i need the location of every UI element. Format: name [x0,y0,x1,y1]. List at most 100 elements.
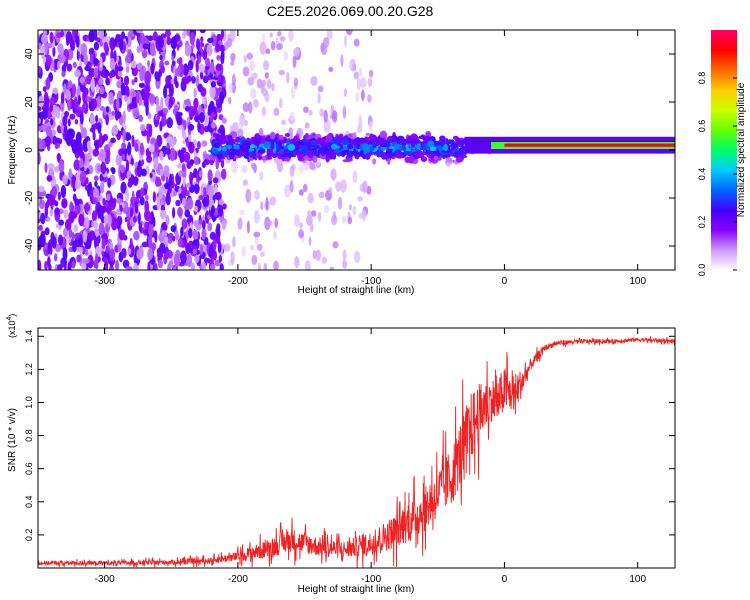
snr-multiplier-exponent: 4 [6,316,13,320]
heatmap-cell [192,239,200,246]
heatmap-cell [265,196,269,211]
heatmap-cell [152,216,156,228]
heatmap-cell [42,86,47,93]
heatmap-cell [62,174,68,186]
heatmap-cell [261,79,267,87]
heatmap-cell [210,81,217,88]
heatmap-cell [455,156,463,163]
heatmap-cell [79,112,84,125]
heatmap-cell [367,94,372,103]
heatmap-cell [99,106,105,112]
heatmap-cell [354,92,360,103]
heatmap-cell [317,211,322,222]
heatmap-cell [156,196,161,211]
heatmap-cell [198,170,203,178]
heatmap-cell [86,140,91,151]
heatmap-cell [164,182,170,190]
heatmap-cell [201,140,208,147]
heatmap-cell [340,179,347,193]
heatmap-cell [77,95,81,105]
heatmap-cell [127,48,132,58]
heatmap-cell [193,115,200,122]
heatmap-cell [294,214,300,228]
heatmap-cell [458,153,462,159]
heatmap-cell [230,60,235,66]
heatmap-cell [163,165,170,178]
heatmap-cell [103,265,108,270]
heatmap-cell [193,183,200,194]
colorbar-tick-label: 0.8 [697,72,707,85]
heatmap-cell [52,46,56,57]
heatmap-cell [192,229,199,240]
heatmap-cell [68,211,75,224]
heatmap-cell [250,244,254,251]
heatmap-cell [159,168,164,177]
heatmap-cell [115,154,122,166]
heatmap-cell [46,54,52,66]
heatmap-cell [199,30,206,34]
heatmap-cell [120,181,127,194]
heatmap-cell [133,230,140,241]
heatmap-cell [312,155,318,164]
x-tick-label: -300 [95,574,115,585]
heatmap-cell [94,122,99,130]
heatmap-cell [298,229,304,239]
heatmap-cell [91,98,98,110]
heatmap-cell [231,159,238,174]
heatmap-cell [153,262,158,270]
heatmap-cell [91,221,95,227]
heatmap-cell [119,204,123,211]
heatmap-cell [269,196,276,206]
heatmap-cell [228,151,235,160]
heatmap-cell [118,38,124,51]
heatmap-cell [61,198,68,209]
heatmap-cell [107,177,112,188]
heatmap-cell [271,141,275,150]
heatmap-cell [65,31,73,44]
heatmap-cell [54,142,59,150]
heatmap-cell [337,196,343,210]
x-tick-label: -100 [361,276,381,287]
heatmap-cell [215,143,220,149]
heatmap-cell [71,83,77,96]
heatmap-cell [116,65,124,72]
heatmap-cell [144,70,152,85]
heatmap-cell [368,134,377,141]
heatmap-cell [221,117,227,124]
heatmap-cell [323,205,330,214]
heatmap-cell [253,209,260,224]
heatmap-cell [115,198,123,204]
heatmap-cell [203,153,211,160]
heatmap-cell [307,210,312,216]
heatmap-cell [202,97,206,105]
heatmap-cell [163,85,168,99]
heatmap-cell [193,205,198,213]
heatmap-cell [193,220,199,227]
heatmap-x-label: Height of straight line (km) [298,285,415,296]
heatmap-cell [165,214,170,226]
heatmap-cell [190,185,195,193]
heatmap-cell [366,185,372,195]
heatmap-cell [303,138,309,145]
heatmap-cell [139,187,145,198]
heatmap-cell [210,257,214,266]
heatmap-cell [342,259,348,269]
heatmap-cell [454,151,459,158]
heatmap-cell [330,143,338,150]
heatmap-cell [156,251,164,259]
y-tick-label: 0 [24,147,35,153]
heatmap-cell [193,88,197,98]
heatmap-cell [127,30,135,38]
heatmap-cell [164,60,170,66]
heatmap-cell [125,188,129,203]
heatmap-cell [105,245,110,253]
heatmap-cell [159,209,167,220]
heatmap-cell [304,260,311,270]
heatmap-cell [88,181,93,191]
heatmap-cell [204,210,210,224]
heatmap-cell [424,135,430,142]
heatmap-cell [94,180,98,187]
heatmap-cell [150,62,155,75]
heatmap-cell [304,122,310,129]
